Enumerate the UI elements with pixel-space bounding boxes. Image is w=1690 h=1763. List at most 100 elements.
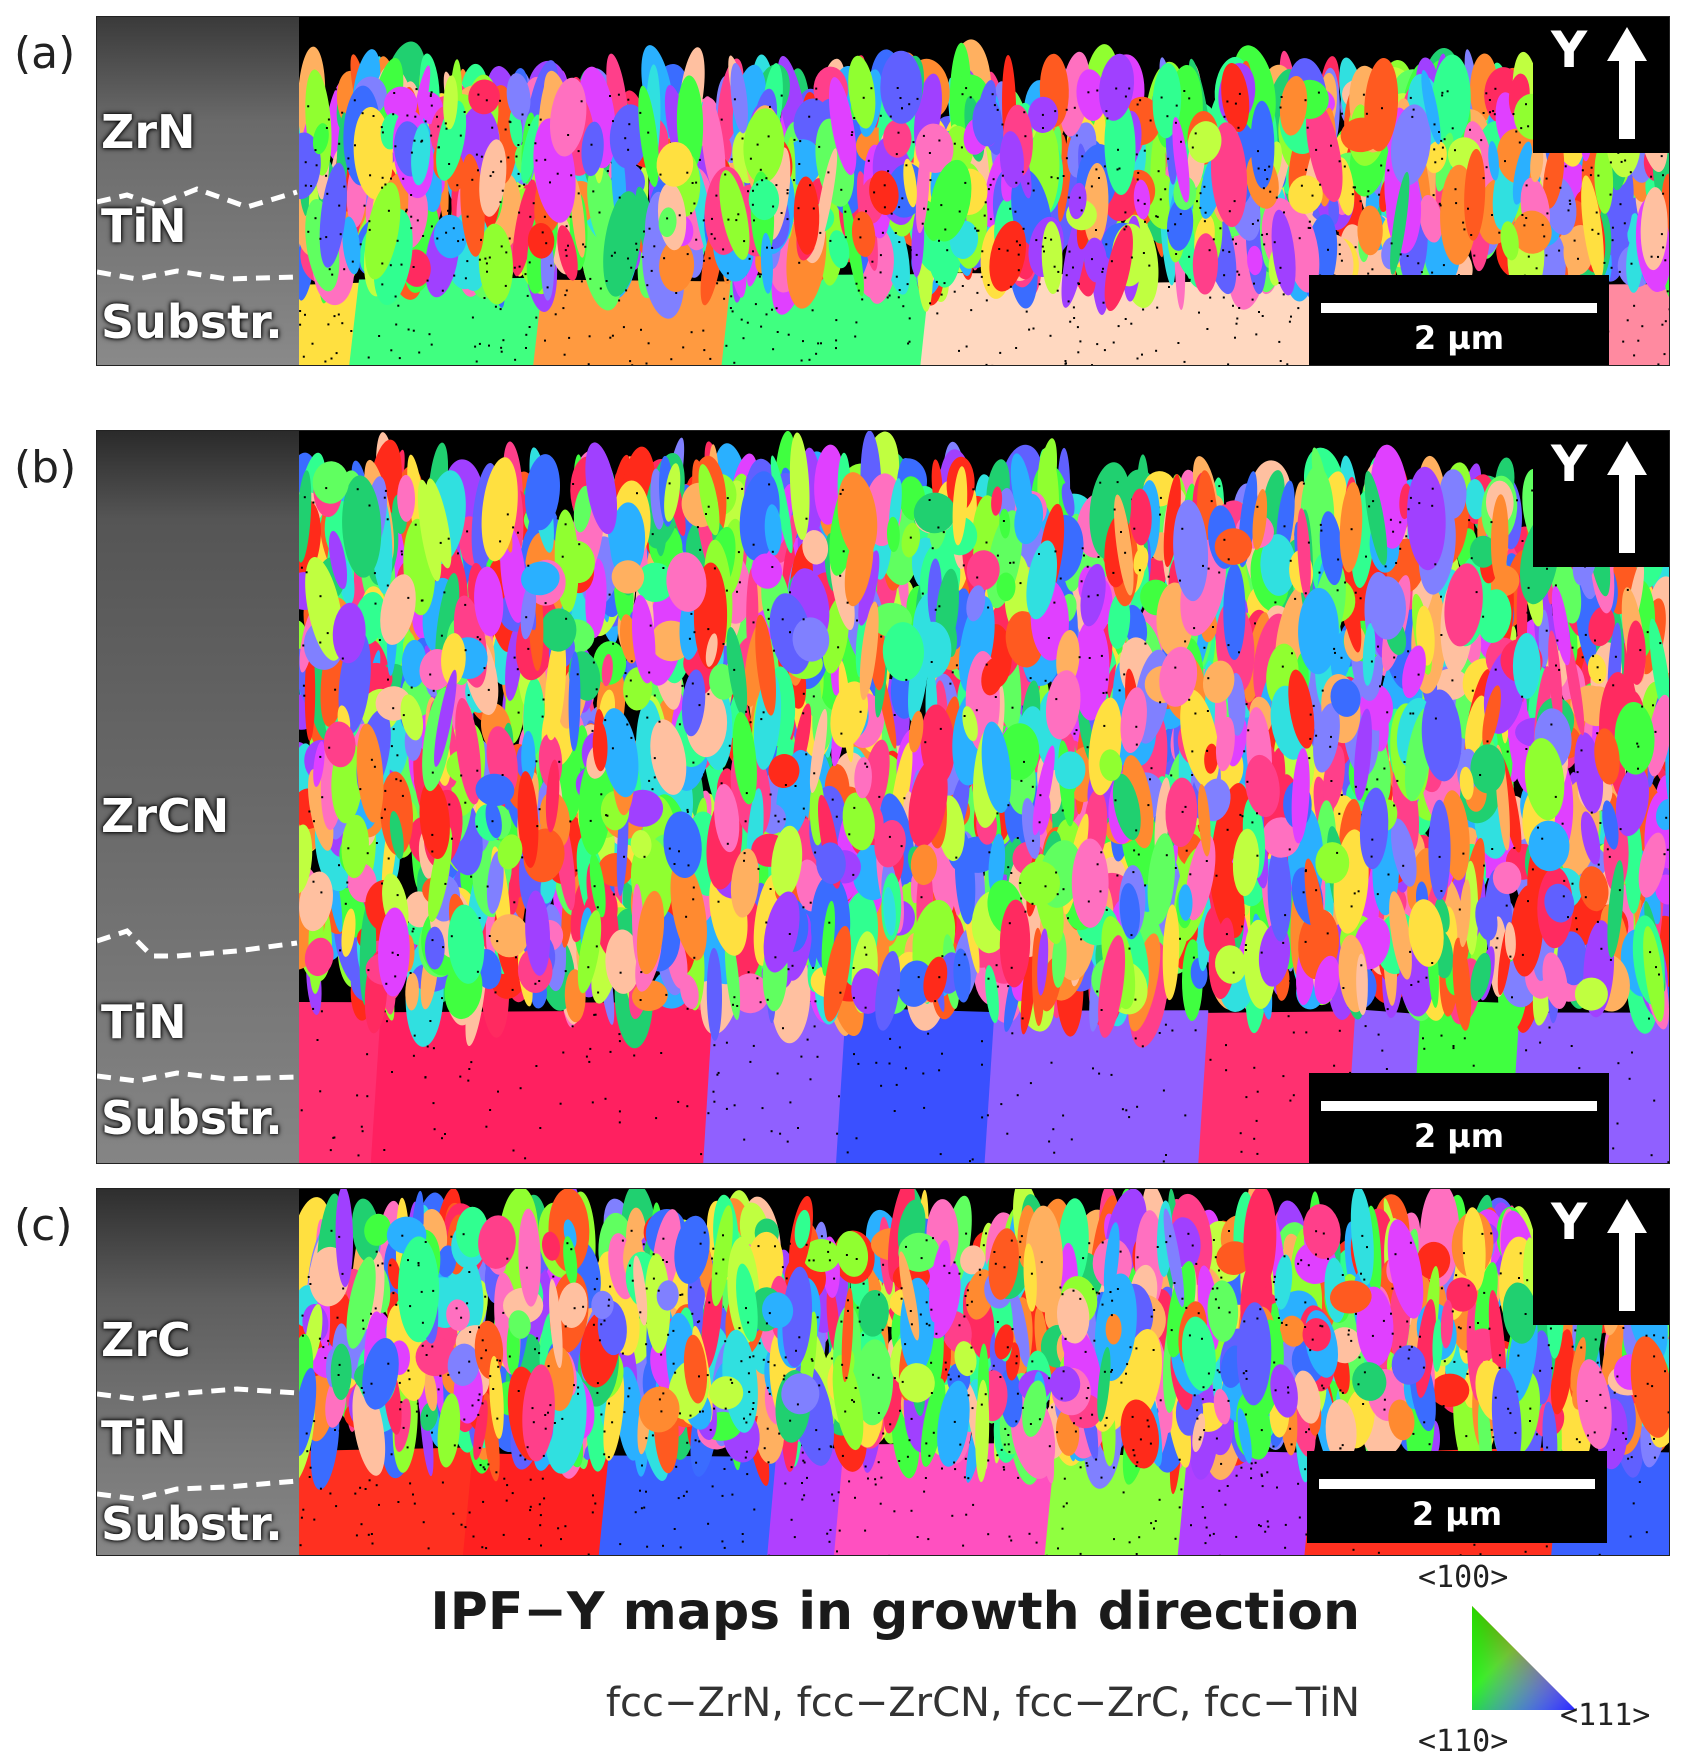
map-noise-pixel (1218, 485, 1221, 488)
coating-grain (460, 153, 485, 257)
coating-grain (1615, 766, 1650, 837)
coating-grain (342, 216, 361, 275)
map-noise-pixel (1336, 589, 1339, 592)
map-noise-pixel (1181, 810, 1184, 813)
map-noise-pixel (1077, 282, 1080, 285)
map-noise-pixel (618, 1040, 621, 1043)
map-noise-pixel (1365, 112, 1368, 115)
map-noise-pixel (740, 318, 743, 321)
coating-grain (1114, 494, 1134, 596)
map-noise-pixel (381, 131, 384, 134)
map-noise-pixel (1609, 161, 1612, 164)
coating-grain (714, 783, 740, 853)
map-noise-pixel (989, 183, 992, 186)
coating-grain (1492, 861, 1522, 895)
map-noise-pixel (707, 505, 710, 508)
map-noise-pixel (1251, 298, 1254, 301)
map-noise-pixel (819, 231, 822, 234)
substrate-grain (299, 282, 369, 365)
map-noise-pixel (879, 271, 882, 274)
map-noise-pixel (908, 317, 911, 320)
coating-grain (557, 225, 578, 281)
map-noise-pixel (1102, 692, 1105, 694)
map-noise-pixel (1381, 107, 1383, 110)
map-noise-pixel (1054, 550, 1057, 553)
map-noise-pixel (1289, 980, 1292, 982)
coating-grain (988, 833, 1006, 895)
map-noise-pixel (1116, 168, 1119, 171)
coating-grain (1476, 589, 1512, 643)
map-noise-pixel (1124, 95, 1127, 98)
map-noise-pixel (594, 1013, 597, 1016)
coating-grain (768, 754, 800, 788)
map-noise-pixel (915, 253, 918, 256)
coating-grain (312, 123, 329, 155)
coating-grain (771, 825, 803, 898)
coating-grain (1315, 842, 1350, 884)
map-noise-pixel (1330, 780, 1333, 782)
coating-grain (1406, 466, 1446, 571)
coating-grain (475, 773, 515, 807)
coating-grain (1594, 728, 1620, 785)
coating-grain (1490, 494, 1509, 583)
map-noise-pixel (879, 114, 882, 117)
map-noise-pixel (410, 215, 413, 218)
map-noise-pixel (545, 242, 548, 245)
map-noise-pixel (1525, 103, 1527, 106)
coating-grain (897, 960, 934, 1007)
coating-grain (869, 170, 899, 215)
coating-grain (732, 712, 757, 805)
map-noise-pixel (1080, 209, 1083, 212)
map-noise-pixel (1521, 214, 1524, 216)
map-noise-pixel (1209, 296, 1212, 299)
map-noise-pixel (401, 794, 404, 797)
map-noise-pixel (565, 225, 568, 228)
map-noise-pixel (741, 137, 744, 140)
coating-grain (342, 475, 382, 578)
map-noise-pixel (1637, 745, 1640, 748)
map-noise-pixel (929, 302, 932, 305)
map-noise-pixel (1597, 232, 1600, 235)
map-noise-pixel (1009, 285, 1012, 288)
coating-grain (1165, 777, 1198, 847)
map-noise-pixel (1518, 141, 1521, 144)
map-noise-pixel (939, 727, 942, 730)
map-noise-pixel (1234, 102, 1237, 105)
map-noise-pixel (1338, 253, 1341, 256)
map-noise-pixel (1233, 200, 1236, 203)
map-noise-pixel (1135, 153, 1138, 156)
coating-grain (1271, 209, 1296, 296)
coating-grain (1390, 171, 1410, 275)
map-noise-pixel (1545, 254, 1548, 257)
map-noise-pixel (1492, 110, 1495, 112)
map-noise-pixel (1327, 248, 1329, 251)
map-noise-pixel (304, 161, 307, 164)
map-noise-pixel (1467, 207, 1469, 210)
scalebar-line (1321, 303, 1597, 313)
map-noise-pixel (396, 239, 399, 242)
coating-grain (605, 929, 641, 994)
map-noise-pixel (627, 257, 629, 260)
sem-graphic-b (97, 431, 299, 1163)
map-noise-pixel (1253, 282, 1255, 285)
coating-grain (1626, 620, 1646, 685)
map-noise-pixel (1336, 231, 1339, 234)
coating-grain (966, 585, 986, 622)
coating-grain (1054, 751, 1086, 790)
map-noise-pixel (999, 351, 1002, 354)
map-noise-pixel (724, 173, 727, 176)
coating-grain (486, 851, 504, 914)
map-noise-pixel (663, 257, 666, 260)
map-noise-pixel (392, 707, 395, 710)
map-noise-pixel (1028, 328, 1031, 331)
map-noise-pixel (1155, 215, 1158, 218)
map-noise-pixel (1251, 223, 1254, 225)
map-noise-pixel (302, 355, 305, 358)
map-noise-pixel (969, 96, 972, 99)
map-noise-pixel (1258, 311, 1260, 313)
coating-grain (1192, 233, 1219, 295)
map-noise-pixel (767, 617, 770, 620)
map-noise-pixel (1637, 339, 1640, 342)
coating-grain (830, 681, 869, 748)
coating-grain (603, 191, 642, 297)
